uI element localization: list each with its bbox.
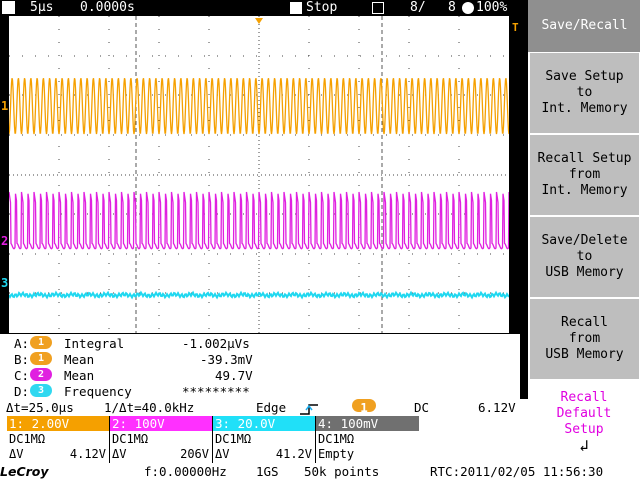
channel-coupling: DC1MΩ [215,432,252,446]
measurement-slot: A: [14,336,30,351]
measurement-slot: B: [14,352,30,367]
measurement-row-c: C: 2 Mean 49.7V [14,368,253,383]
zoom-icon [462,2,474,14]
channel-delta-v: ΔV 4.12V [9,447,106,461]
channel-empty: Empty [318,447,355,461]
measurement-row-d: D: 3 Frequency ********* [14,384,250,399]
channel-1-waveform [9,78,509,135]
channel-coupling: DC1MΩ [112,432,149,446]
measurement-value: -1.002µVs [182,336,250,351]
measurement-slot: D: [14,384,30,399]
save-recall-menu: Save/Recall Save Setup to Int. Memory Reca… [528,0,640,463]
measurement-row-a: A: 1 Integral -1.002µVs [14,336,250,351]
enter-arrow-icon: ↲ [579,436,589,455]
channel-3-waveform [9,290,509,300]
history-icon [372,2,384,14]
sample-rate: 1GS [256,464,279,479]
measurement-label: Frequency [64,384,132,399]
channel-header: 3: 20.0V [213,416,315,431]
waveform-canvas [9,16,509,333]
channel-2-box[interactable]: 2: 100V DC1MΩ ΔV 206V [110,416,213,463]
channel-3-box[interactable]: 3: 20.0V DC1MΩ ΔV 41.2V [213,416,316,463]
channel-4-box[interactable]: 4: 100mV DC1MΩ Empty [316,416,419,463]
recall-default-setup-button[interactable]: Recall Default Setup ↲ [528,382,640,462]
delta-t-readout: Δt=25.0µs [6,400,74,415]
cursor-trigger-row: Δt=25.0µs 1/Δt=40.0kHz Edge 1 DC 6.12V [0,399,528,416]
rising-edge-icon [300,402,320,415]
channel-delta-v: ΔV 41.2V [215,447,312,461]
channel-coupling: DC1MΩ [9,432,46,446]
brand-logo: LeCroy [0,464,49,479]
channel-3-marker: 3 [1,276,9,290]
trigger-level-marker: T [512,21,519,34]
inverse-delta-t-readout: 1/Δt=40.0kHz [104,400,195,415]
measurement-value: 49.7V [215,368,253,383]
recall-usb-memory-button[interactable]: Recall from USB Memory [528,298,640,380]
channel-coupling: DC1MΩ [318,432,355,446]
channel-1-box[interactable]: 1: 2.00V DC1MΩ ΔV 4.12V [7,416,110,463]
trigger-level: 6.12V [478,400,516,415]
channel-1-marker: 1 [1,99,9,113]
measurement-value: -39.3mV [200,352,253,367]
timebase-readout: 5µs [30,0,54,15]
record-length: 50k points [304,464,380,479]
channel-header: 1: 2.00V [7,416,109,431]
zoom-level: 100% [476,0,508,15]
frequency-counter: f:0.00000Hz [144,464,227,479]
recall-setup-int-memory-button[interactable]: Recall Setup from Int. Memory [528,134,640,216]
run-state: Stop [306,0,338,15]
measurement-label: Integral [64,336,125,351]
measurement-row-b: B: 1 Mean -39.3mV [14,352,253,367]
channel-2-waveform [9,191,509,250]
channel-2-marker: 2 [1,234,9,248]
graticule [9,16,509,333]
channel-header: 2: 100V [110,416,212,431]
stop-icon [290,2,302,14]
acquisition-total: 8 [448,0,456,15]
channel-header: 4: 100mV [316,416,419,431]
save-delete-usb-memory-button[interactable]: Save/Delete to USB Memory [528,216,640,298]
menu-title: Save/Recall [528,0,640,52]
trigger-position-marker [255,18,263,24]
real-time-clock: RTC:2011/02/05 11:56:30 [430,464,604,479]
measurement-label: Mean [64,368,95,383]
measurement-value: ********* [182,384,250,399]
save-setup-int-memory-button[interactable]: Save Setup to Int. Memory [528,52,640,134]
status-bar: M 5µs 0.0000s Stop 8/ 8 100% [0,0,528,16]
channel-delta-v: ΔV 206V [112,447,209,461]
bottom-status-bar: LeCroy f:0.00000Hz 1GS 50k points RTC:20… [0,463,640,480]
trigger-type: Edge [256,400,287,415]
measurement-label: Mean [64,352,95,367]
trigger-coupling: DC [414,400,430,415]
measurement-slot: C: [14,368,30,383]
delay-readout: 0.0000s [80,0,135,15]
waveform-display[interactable] [9,16,509,333]
measurements-panel: A: 1 Integral -1.002µVs B: 1 Mean -39.3m… [0,334,520,400]
acquisition-count: 8/ [410,0,426,15]
